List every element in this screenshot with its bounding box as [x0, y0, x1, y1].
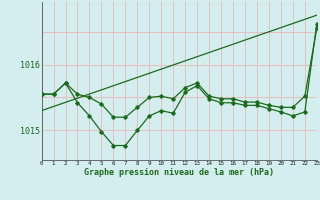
X-axis label: Graphe pression niveau de la mer (hPa): Graphe pression niveau de la mer (hPa)	[84, 168, 274, 177]
